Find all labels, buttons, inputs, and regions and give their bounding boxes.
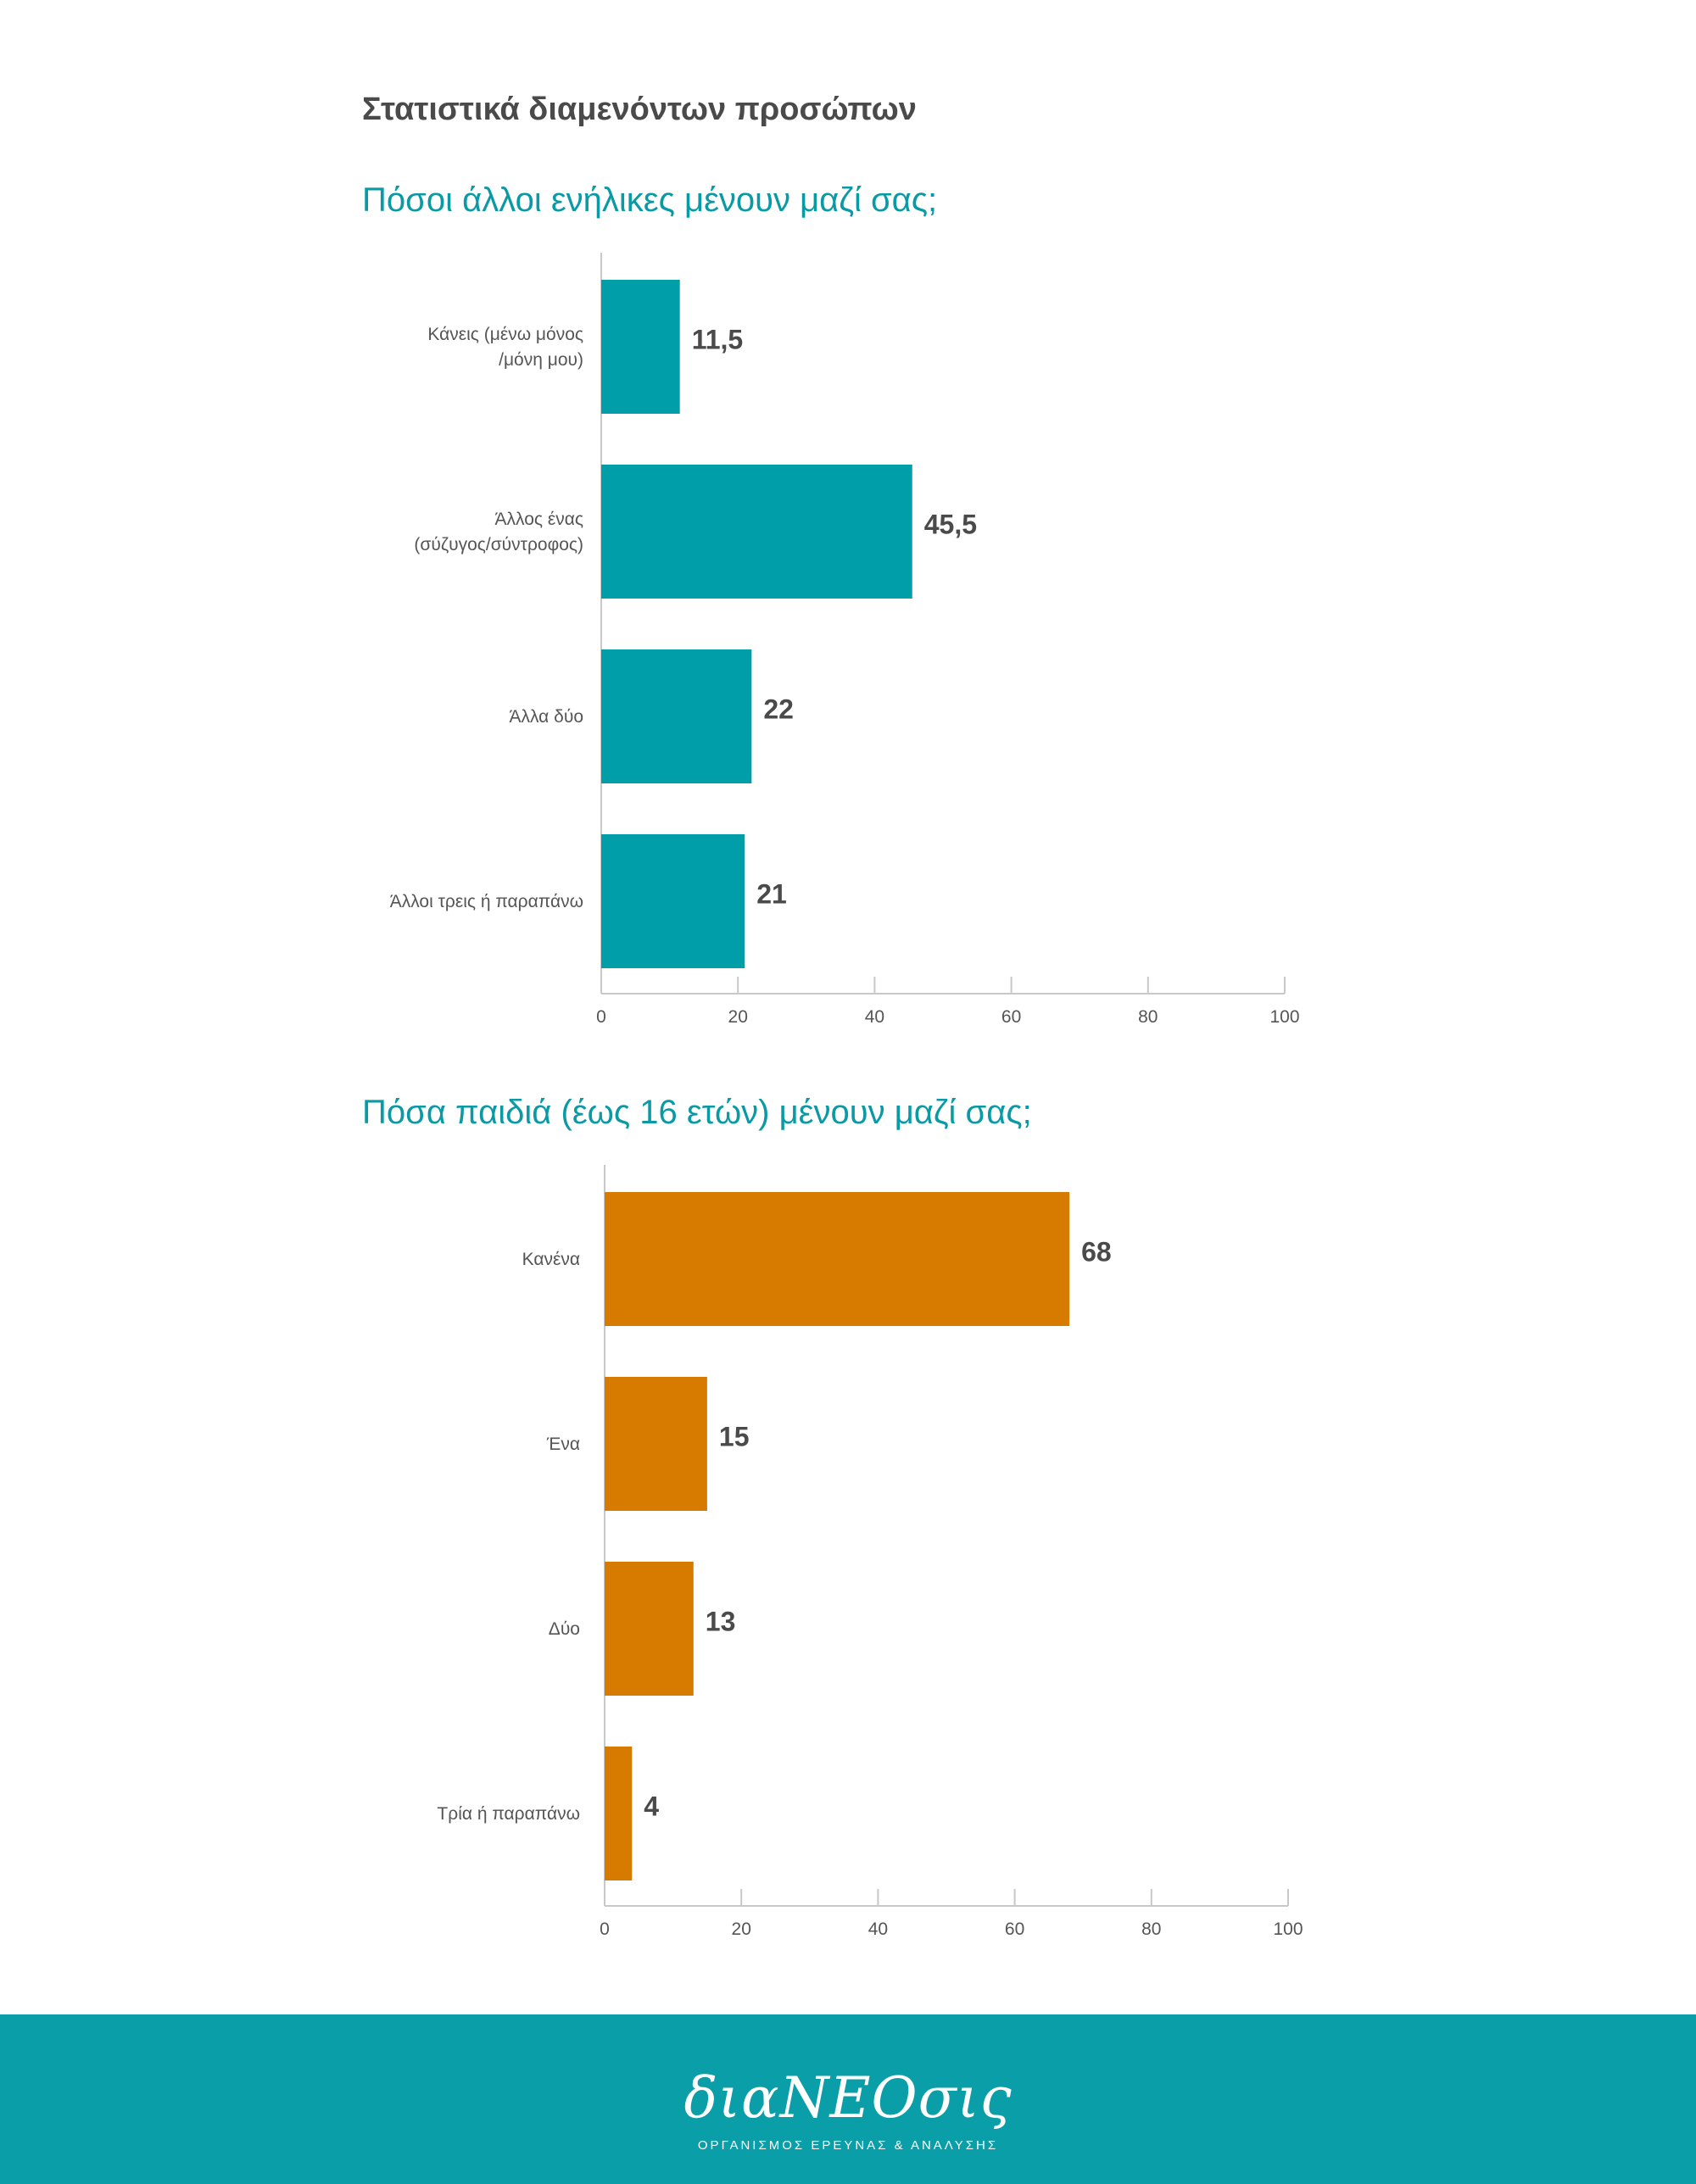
page-title: Στατιστικά διαμενόντων προσώπων	[362, 92, 917, 127]
x-tick-label: 40	[865, 1007, 884, 1027]
category-label: Ένα	[546, 1435, 580, 1454]
footer: διαΝΕΟσις ΟΡΓΑΝΙΣΜΟΣ ΕΡΕΥΝΑΣ & ΑΝΑΛΥΣΗΣ	[0, 2014, 1696, 2184]
x-tick-label: 0	[596, 1007, 606, 1027]
x-tick-label: 0	[600, 1919, 610, 1939]
adults-bar-chart: 0 20 40 60 80 100 11,5 Κάνεις (μένω μόνος/μόνη …	[390, 253, 1300, 1027]
category-label: Άλλοι τρεις ή παραπάνω	[390, 892, 583, 911]
value-label: 13	[706, 1606, 736, 1636]
category-label: Άλλος ένας	[495, 510, 583, 529]
value-label: 21	[756, 878, 787, 909]
bar	[601, 649, 752, 783]
bar	[605, 1562, 694, 1696]
x-tick-label: 20	[732, 1919, 751, 1939]
children-bar-chart: 0 20 40 60 80 100 68 Κανένα 15 Ένα 13 Δύο 4 Τρία ή πα…	[437, 1165, 1303, 1939]
x-tick-label: 60	[1001, 1007, 1021, 1027]
value-label: 4	[644, 1791, 659, 1821]
logo-subtitle: ΟΡΓΑΝΙΣΜΟΣ ΕΡΕΥΝΑΣ & ΑΝΑΛΥΣΗΣ	[697, 2138, 999, 2153]
category-label: (σύζυγος/σύντροφος)	[414, 535, 583, 554]
x-tick-label: 100	[1273, 1919, 1303, 1939]
chart-2-title: Πόσα παιδιά (έως 16 ετών) μένουν μαζί σα…	[362, 1094, 1032, 1131]
bar	[605, 1377, 707, 1511]
category-label: Άλλα δύο	[509, 707, 583, 727]
category-label: Δύο	[549, 1619, 580, 1639]
value-label: 68	[1081, 1236, 1112, 1267]
bar	[601, 280, 680, 414]
category-label: /μόνη μου)	[499, 350, 583, 370]
x-tick-label: 100	[1269, 1007, 1299, 1027]
bar	[605, 1192, 1070, 1326]
value-label: 11,5	[692, 324, 744, 354]
x-tick-label: 40	[868, 1919, 888, 1939]
value-label: 15	[719, 1421, 750, 1451]
x-tick-label: 20	[728, 1007, 748, 1027]
value-label: 22	[763, 694, 794, 724]
bar	[601, 834, 745, 968]
category-label: Τρία ή παραπάνω	[437, 1804, 580, 1824]
category-label: Κανένα	[522, 1250, 580, 1269]
x-tick-label: 80	[1138, 1007, 1158, 1027]
bar	[601, 465, 912, 599]
x-tick-label: 60	[1005, 1919, 1024, 1939]
x-tick-label: 80	[1141, 1919, 1161, 1939]
category-label: Κάνεις (μένω μόνος	[427, 325, 583, 344]
value-label: 45,5	[924, 509, 977, 539]
chart-1-title: Πόσοι άλλοι ενήλικες μένουν μαζί σας;	[362, 181, 938, 219]
dianeosis-logo: διαΝΕΟσις	[683, 2065, 1013, 2131]
bar	[605, 1747, 633, 1880]
